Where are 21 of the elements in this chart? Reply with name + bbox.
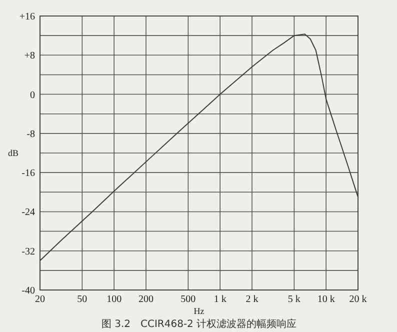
x-tick-label: 2 k bbox=[246, 294, 258, 305]
x-tick-label: 200 bbox=[138, 294, 154, 305]
y-tick-label: -40 bbox=[22, 286, 35, 296]
caption: 图 3.2 CCIR468-2 计权滤波器的幅频响应 bbox=[101, 318, 297, 330]
y-tick-label: -16 bbox=[22, 168, 35, 180]
y-tick-label: +16 bbox=[19, 12, 35, 22]
x-tick-label: 20 bbox=[35, 294, 45, 305]
y-tick-label: 0 bbox=[30, 90, 35, 101]
x-axis-title: Hz bbox=[194, 306, 204, 316]
x-tick-label: 1 k bbox=[214, 294, 226, 305]
x-tick-label: 20 k bbox=[349, 294, 367, 305]
y-tick-label: +8 bbox=[24, 50, 35, 62]
x-tick-label: 100 bbox=[106, 294, 122, 305]
x-tick-label: 50 bbox=[77, 294, 88, 305]
y-axis-title: dB bbox=[8, 148, 19, 158]
y-tick-label: -8 bbox=[26, 128, 35, 140]
x-tick-label: 500 bbox=[180, 294, 196, 305]
y-tick-label: -24 bbox=[22, 207, 35, 218]
y-tick-label: -32 bbox=[22, 246, 35, 258]
x-tick-label: 5 k bbox=[288, 294, 300, 305]
x-tick-label: 10 k bbox=[317, 294, 335, 305]
